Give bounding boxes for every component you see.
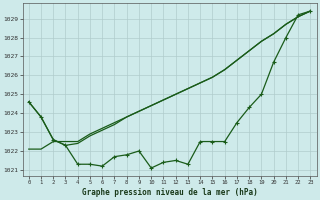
X-axis label: Graphe pression niveau de la mer (hPa): Graphe pression niveau de la mer (hPa)	[82, 188, 258, 197]
